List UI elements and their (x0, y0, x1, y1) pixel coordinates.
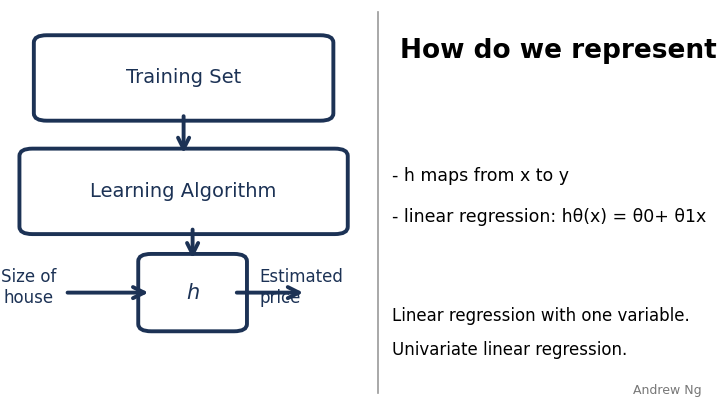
Text: Andrew Ng: Andrew Ng (634, 384, 702, 397)
FancyBboxPatch shape (34, 35, 333, 121)
FancyBboxPatch shape (138, 254, 247, 331)
Text: - h maps from x to y: - h maps from x to y (392, 167, 570, 185)
Text: Training Set: Training Set (126, 68, 241, 87)
FancyBboxPatch shape (19, 149, 348, 234)
Text: Linear regression with one variable.: Linear regression with one variable. (392, 307, 690, 325)
Text: How do we represent: How do we represent (400, 38, 720, 64)
Text: Learning Algorithm: Learning Algorithm (91, 182, 276, 201)
Text: Estimated
price: Estimated price (259, 268, 343, 307)
Text: Univariate linear regression.: Univariate linear regression. (392, 341, 628, 359)
Text: h: h (186, 283, 199, 303)
Text: Size of
house: Size of house (1, 268, 56, 307)
Text: - linear regression: hθ(x) = θ0+ θ1x: - linear regression: hθ(x) = θ0+ θ1x (392, 208, 706, 226)
